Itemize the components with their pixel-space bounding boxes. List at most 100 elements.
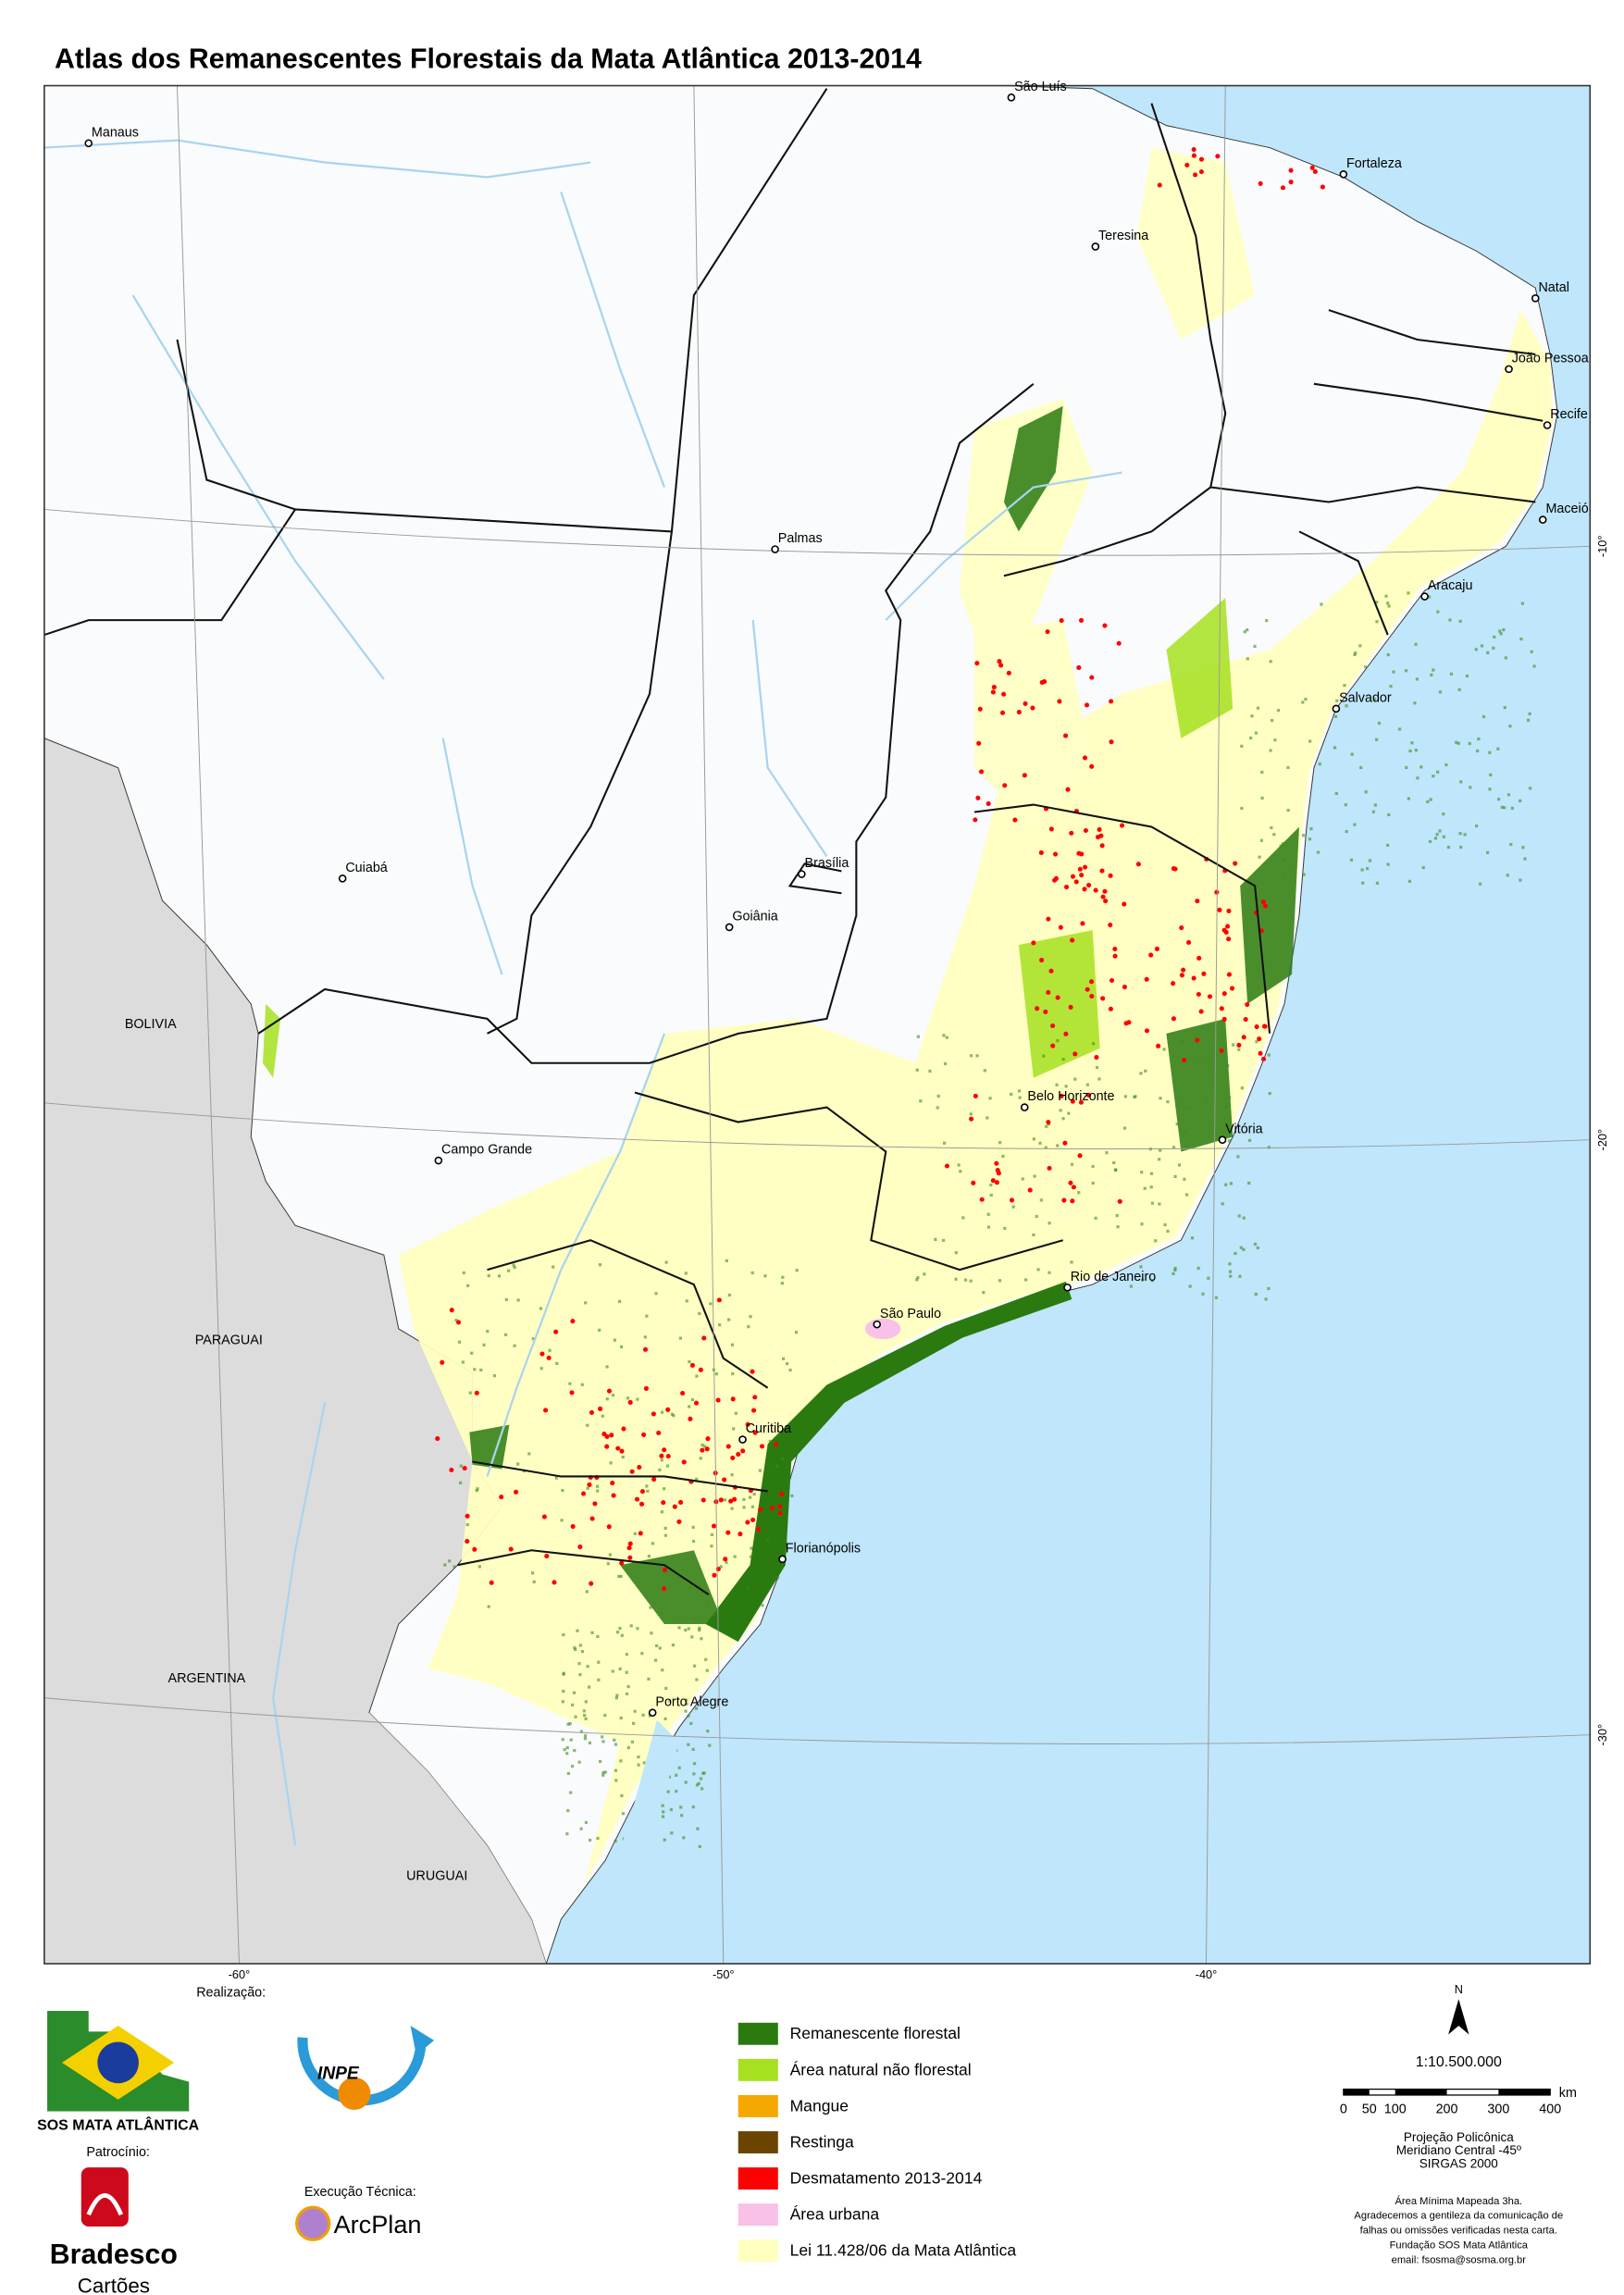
forest-speckle (577, 1760, 581, 1764)
forest-speckle (1253, 1242, 1258, 1247)
forest-speckle (775, 1464, 779, 1469)
deforestation-dot (1243, 1016, 1248, 1023)
forest-speckle (459, 1464, 463, 1468)
forest-speckle (1095, 1065, 1099, 1070)
deforestation-dot (986, 800, 991, 807)
forest-speckle (710, 1532, 714, 1537)
deforestation-dot (751, 1408, 757, 1413)
state-border (487, 531, 673, 1035)
natural-patch (1018, 930, 1100, 1078)
forest-speckle (1250, 714, 1254, 718)
scale-tick: 50 (1362, 2103, 1377, 2117)
deforestation-dot (745, 1421, 750, 1427)
forest-speckle (1267, 1286, 1271, 1291)
deforestation-dot (1035, 1006, 1040, 1011)
deforestation-dot (1109, 699, 1114, 704)
forest-speckle (1254, 731, 1258, 735)
deforestation-dot (1102, 888, 1108, 894)
deforestation-dot (1073, 879, 1079, 885)
city-label: Goiânia (732, 910, 777, 924)
forest-speckle (670, 1831, 674, 1835)
forest-speckle (1364, 665, 1368, 669)
forest-speckle (1361, 881, 1365, 885)
deforestation-dot (1083, 827, 1088, 834)
forest-speckle (1529, 787, 1532, 790)
forest-speckle (1465, 674, 1469, 678)
note: Projeção Policônica (1404, 2130, 1514, 2144)
state-border (634, 1091, 1064, 1272)
forest-speckle (954, 1277, 958, 1281)
forest-speckle (1436, 610, 1440, 614)
forest-speckle (1253, 644, 1257, 649)
forest-speckle (1413, 701, 1417, 705)
deforestation-dot (969, 1116, 974, 1122)
forest-speckle (1503, 705, 1506, 710)
deforestation-dot (570, 1319, 576, 1324)
scale-tick: 400 (1539, 2103, 1561, 2117)
forest-speckle (1070, 1260, 1073, 1264)
forest-speckle (629, 1624, 633, 1628)
deforestation-dot (1002, 783, 1008, 788)
forest-speckle (1150, 1279, 1154, 1283)
forest-speckle (598, 1263, 602, 1267)
forest-speckle (661, 1804, 664, 1807)
forest-speckle (1519, 637, 1523, 641)
forest-speckle (1232, 1043, 1235, 1047)
city-marker (1339, 169, 1348, 179)
forest-speckle (1017, 1089, 1022, 1093)
forest-speckle (608, 1553, 613, 1557)
forest-speckle (578, 1644, 582, 1647)
forest-speckle (1036, 1268, 1040, 1272)
forest-speckle (643, 1335, 647, 1339)
deforestation-dot (1258, 180, 1263, 186)
forest-speckle (625, 1653, 628, 1656)
title: Atlas dos Remanescentes Florestais da Ma… (55, 43, 922, 74)
deforestation-dot (1068, 1180, 1073, 1185)
deforestation-dot (759, 1444, 765, 1449)
forest-speckle (584, 1820, 589, 1825)
forest-speckle (487, 1273, 490, 1278)
deforestation-dot (736, 1452, 741, 1458)
forest-speckle (662, 1810, 665, 1814)
forest-speckle (1414, 642, 1418, 646)
deforestation-dot (1093, 887, 1098, 893)
deforestation-dot (1108, 922, 1113, 928)
forest-speckle (461, 1360, 465, 1364)
deforestation-dot (723, 1557, 728, 1562)
deforestation-dot (592, 1501, 598, 1507)
state-border (457, 1549, 710, 1595)
city-label: João Pessoa (1512, 352, 1589, 366)
forest-speckle (986, 1116, 989, 1120)
deforestation-dot (715, 1567, 721, 1572)
forest-speckle (1344, 803, 1347, 807)
forest-speckle (1301, 834, 1306, 837)
forest-speckle (1173, 1268, 1177, 1272)
deforestation-dot (598, 1406, 603, 1412)
deforestation-dot (711, 1523, 717, 1529)
deforestation-dot (1058, 924, 1063, 930)
forest-speckle (586, 1665, 589, 1669)
forest-speckle (1255, 1040, 1258, 1044)
forest-speckle (1449, 672, 1454, 676)
city-label: Teresina (1098, 229, 1148, 243)
forest-speckle (1286, 808, 1290, 813)
deforestation-dot (990, 1178, 996, 1184)
deforestation-dot (1077, 866, 1083, 872)
forest-speckle (598, 1759, 602, 1764)
deforestation-dot (587, 1482, 592, 1488)
deforestation-dot (1082, 864, 1088, 870)
deforestation-dot (712, 1572, 717, 1578)
deforestation-dot (1076, 850, 1082, 856)
deforestation-dot (1059, 1093, 1064, 1099)
deforestation-dot (1063, 733, 1069, 738)
forest-speckle (570, 1765, 575, 1768)
forest-speckle (670, 1412, 674, 1416)
forest-speckle (626, 1684, 630, 1689)
forest-speckle (477, 1565, 481, 1569)
city-label: Manaus (92, 125, 139, 140)
law-patch (974, 620, 1093, 827)
forest-speckle (915, 1278, 919, 1282)
forest-speckle (1033, 1174, 1036, 1178)
forest-speckle (1048, 1222, 1051, 1225)
deforestation-dot (973, 1093, 978, 1098)
